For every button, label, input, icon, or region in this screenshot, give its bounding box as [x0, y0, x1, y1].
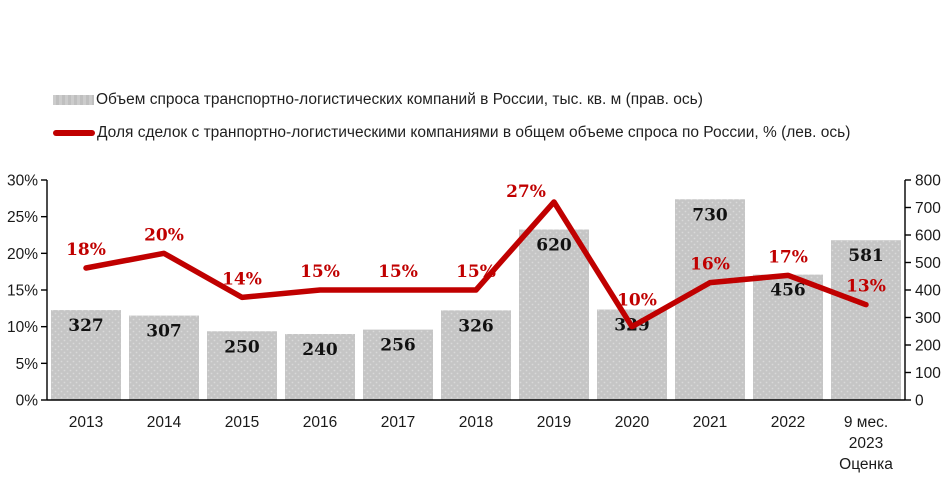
category-label: 2015: [225, 414, 259, 431]
right-axis-tick-label: 700: [915, 200, 941, 217]
left-axis-tick-label: 0%: [16, 393, 39, 410]
category-label: 2021: [693, 414, 727, 431]
bar-2021: [675, 199, 745, 400]
bar-value-label: 327: [68, 316, 104, 336]
legend-item-demand-bars: Объем спроса транспортно-логистических к…: [53, 89, 850, 110]
bar-value-label: 581: [848, 246, 884, 266]
right-axis-tick-label: 200: [915, 338, 941, 355]
bar-series-swatch-icon: [53, 94, 94, 105]
bar-2022: [753, 274, 823, 400]
line-point-label: 15%: [378, 262, 418, 282]
bar-value-label: 326: [458, 316, 494, 336]
bar-value-label: 620: [536, 236, 572, 256]
legend: Объем спроса транспортно-логистических к…: [53, 89, 850, 155]
legend-line-label: Доля сделок с транпортно-логистическими …: [97, 123, 851, 141]
bar-9 мес.: [831, 240, 901, 400]
legend-item-share-line: Доля сделок с транпортно-логистическими …: [53, 122, 850, 143]
bar-2017: [363, 329, 433, 400]
line-point-label: 17%: [768, 247, 808, 267]
left-axis-tick-label: 30%: [7, 173, 38, 190]
share-line: [83, 199, 869, 330]
bar-2019: [519, 229, 589, 400]
right-axis-tick-label: 400: [915, 283, 941, 300]
bar-2015: [207, 331, 277, 400]
line-point-label: 16%: [690, 255, 730, 275]
bar-value-label: 730: [692, 205, 728, 225]
line-point-label: 15%: [456, 262, 496, 282]
category-label: 2022: [771, 414, 805, 431]
legend-bars-label: Объем спроса транспортно-логистических к…: [96, 90, 703, 108]
line-point-label: 13%: [846, 277, 886, 297]
right-axis-tick-label: 500: [915, 255, 941, 272]
bar-value-label: 256: [380, 336, 416, 356]
right-axis-tick-label: 100: [915, 365, 941, 382]
line-point-label: 10%: [617, 291, 657, 311]
right-axis-tick-label: 300: [915, 310, 941, 327]
category-label: 9 мес. 2023 Оценка: [839, 414, 893, 473]
category-label: 2014: [147, 414, 182, 431]
bar-value-label: 456: [770, 281, 806, 301]
left-axis-tick-label: 20%: [7, 246, 38, 263]
bar-2016: [285, 334, 355, 400]
bar-value-label: 250: [224, 337, 260, 357]
right-axis-tick-label: 0: [915, 393, 924, 410]
right-axis-tick-label: 600: [915, 228, 941, 245]
line-series-swatch-icon: [53, 129, 95, 136]
left-axis-tick-label: 25%: [7, 209, 38, 226]
category-label: 2019: [537, 414, 571, 431]
line-point-label: 18%: [66, 240, 106, 260]
line-point-label: 20%: [144, 225, 184, 245]
left-axis-tick-label: 10%: [7, 319, 38, 336]
category-label: 2020: [615, 414, 650, 431]
bar-value-label: 307: [146, 322, 182, 342]
right-axis-tick-label: 800: [915, 173, 941, 190]
category-label: 2017: [381, 414, 415, 431]
category-label: 2016: [303, 414, 337, 431]
line-point-label: 15%: [300, 262, 340, 282]
left-axis-tick-label: 15%: [7, 283, 38, 300]
bar-value-label: 240: [302, 340, 338, 360]
line-point-label: 14%: [222, 269, 262, 289]
category-label: 2018: [459, 414, 493, 431]
bar-2018: [441, 310, 511, 400]
bar-2014: [129, 315, 199, 400]
line-point-label: 27%: [506, 182, 546, 202]
category-label: 2013: [69, 414, 103, 431]
bar-2013: [51, 310, 121, 400]
left-axis-tick-label: 5%: [16, 356, 39, 373]
